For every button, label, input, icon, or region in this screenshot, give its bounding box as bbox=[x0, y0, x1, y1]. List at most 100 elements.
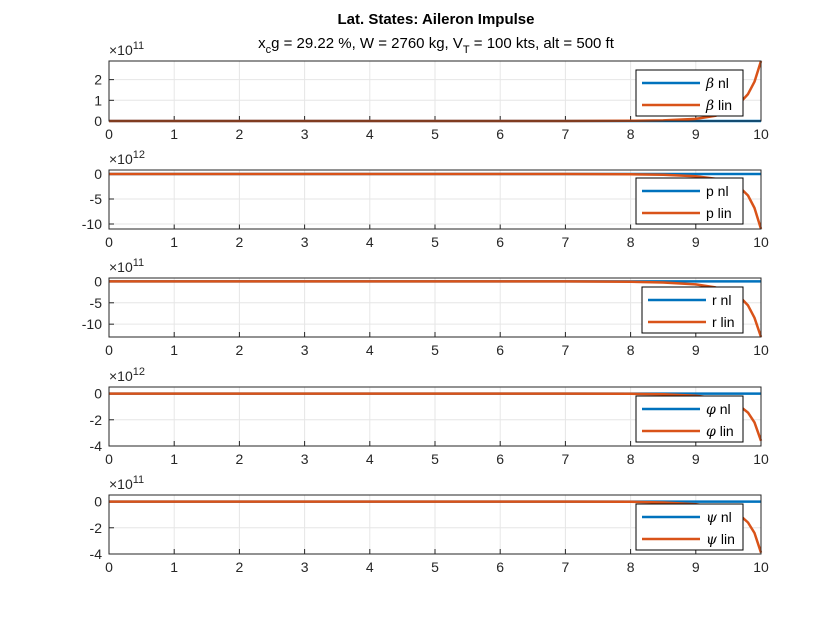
x-tick-label: 0 bbox=[105, 126, 113, 142]
y-exponent-label: ×1011 bbox=[109, 474, 144, 492]
y-tick-label: -2 bbox=[90, 520, 103, 536]
x-tick-label: 7 bbox=[562, 234, 570, 250]
y-exponent-label: ×1012 bbox=[109, 366, 145, 384]
legend-label: lin bbox=[714, 97, 732, 113]
x-tick-label: 6 bbox=[496, 451, 504, 467]
legend-box bbox=[635, 503, 744, 551]
x-tick-label: 9 bbox=[692, 451, 700, 467]
legend-label: nl bbox=[716, 401, 731, 417]
legend-entry-lin: r lin bbox=[712, 314, 735, 330]
legend-entry-nl: r nl bbox=[712, 292, 731, 308]
axes-box bbox=[108, 169, 762, 230]
legend-entry-nl: p nl bbox=[706, 183, 729, 199]
x-tick-label: 7 bbox=[562, 342, 570, 358]
axes-box bbox=[108, 60, 762, 122]
legend-entry-lin: φ lin bbox=[706, 423, 734, 440]
x-tick-label: 7 bbox=[562, 451, 570, 467]
x-tick-label: 0 bbox=[105, 234, 113, 250]
legend-symbol: β bbox=[705, 76, 714, 92]
axes-box bbox=[108, 277, 762, 338]
exponent-base: ×10 bbox=[109, 42, 133, 58]
legend-symbol: β bbox=[705, 98, 714, 114]
x-tick-label: 0 bbox=[105, 451, 113, 467]
exponent-base: ×10 bbox=[109, 151, 133, 167]
legend-entry-lin: ψ lin bbox=[706, 531, 735, 548]
x-tick-label: 3 bbox=[301, 342, 309, 358]
legend: r nl r lin bbox=[641, 286, 744, 334]
subtitle-rest2: = 100 kts, alt = 500 ft bbox=[470, 35, 615, 52]
x-tick-label: 0 bbox=[105, 559, 113, 575]
legend: β nlβ lin bbox=[635, 69, 744, 117]
exponent-power: 11 bbox=[133, 257, 144, 269]
x-tick-label: 7 bbox=[562, 126, 570, 142]
x-tick-label: 8 bbox=[627, 451, 635, 467]
legend-entry-lin: β lin bbox=[705, 97, 732, 114]
x-tick-label: 5 bbox=[431, 559, 439, 575]
exponent-power: 11 bbox=[133, 40, 144, 52]
y-tick-label: 1 bbox=[94, 92, 102, 108]
legend-symbol: ψ bbox=[706, 510, 718, 526]
x-tick-label: 2 bbox=[236, 234, 244, 250]
legend-box bbox=[635, 177, 744, 225]
x-tick-label: 9 bbox=[692, 126, 700, 142]
y-tick-label: -5 bbox=[90, 191, 103, 207]
legend-label: nl bbox=[717, 509, 732, 525]
x-tick-label: 9 bbox=[692, 342, 700, 358]
x-tick-label: 9 bbox=[692, 234, 700, 250]
x-tick-label: 3 bbox=[301, 451, 309, 467]
x-tick-label: 5 bbox=[431, 234, 439, 250]
y-tick-label: 0 bbox=[94, 494, 102, 510]
legend-box bbox=[641, 286, 744, 334]
legend: φ nlφ lin bbox=[635, 395, 744, 443]
x-tick-label: 5 bbox=[431, 126, 439, 142]
x-tick-label: 1 bbox=[170, 126, 178, 142]
x-tick-label: 4 bbox=[366, 342, 374, 358]
y-tick-label: -2 bbox=[90, 412, 103, 428]
x-tick-label: 10 bbox=[753, 559, 769, 575]
x-tick-label: 1 bbox=[170, 559, 178, 575]
x-tick-label: 10 bbox=[753, 451, 769, 467]
x-tick-label: 8 bbox=[627, 234, 635, 250]
x-tick-label: 8 bbox=[627, 126, 635, 142]
y-tick-label: -10 bbox=[82, 316, 102, 332]
legend-box bbox=[635, 395, 744, 443]
x-tick-label: 3 bbox=[301, 234, 309, 250]
y-tick-label: -5 bbox=[90, 295, 103, 311]
legend-entry-nl: φ nl bbox=[706, 401, 731, 418]
legend-entry-lin: p lin bbox=[706, 205, 732, 221]
x-tick-label: 10 bbox=[753, 126, 769, 142]
exponent-power: 11 bbox=[133, 474, 144, 486]
y-tick-label: 0 bbox=[94, 166, 102, 182]
x-tick-label: 6 bbox=[496, 342, 504, 358]
figure-subtitle: xcg = 29.22 %, W = 2760 kg, VT = 100 kts… bbox=[258, 35, 615, 56]
exponent-base: ×10 bbox=[109, 259, 133, 275]
legend: p nl p lin bbox=[635, 177, 744, 225]
x-tick-label: 9 bbox=[692, 559, 700, 575]
legend-entry-nl: β nl bbox=[705, 75, 729, 92]
x-tick-label: 6 bbox=[496, 234, 504, 250]
x-tick-label: 8 bbox=[627, 559, 635, 575]
legend-box bbox=[635, 69, 744, 117]
subtitle-rest1: g = 29.22 %, W = 2760 kg, V bbox=[271, 35, 463, 52]
x-tick-label: 8 bbox=[627, 342, 635, 358]
x-tick-label: 6 bbox=[496, 126, 504, 142]
y-exponent-label: ×1011 bbox=[109, 40, 144, 58]
x-tick-label: 5 bbox=[431, 342, 439, 358]
exponent-power: 12 bbox=[133, 149, 145, 161]
axes-box bbox=[108, 386, 762, 447]
y-exponent-label: ×1011 bbox=[109, 257, 144, 275]
y-tick-label: 0 bbox=[94, 113, 102, 129]
legend-label: lin bbox=[717, 531, 735, 547]
y-tick-label: 2 bbox=[94, 72, 102, 88]
x-tick-label: 2 bbox=[236, 451, 244, 467]
legend-label: lin bbox=[716, 423, 734, 439]
legend: ψ nl ψ lin bbox=[635, 503, 744, 551]
axes-box bbox=[108, 494, 762, 555]
x-tick-label: 4 bbox=[366, 559, 374, 575]
legend-symbol: φ bbox=[706, 402, 716, 418]
y-exponent-label: ×1012 bbox=[109, 149, 145, 167]
